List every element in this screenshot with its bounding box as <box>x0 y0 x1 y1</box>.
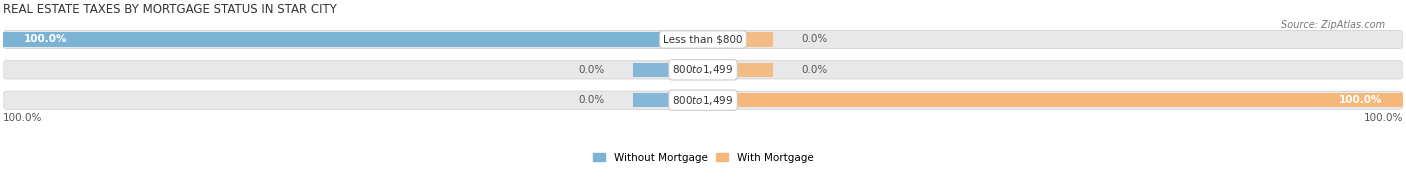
FancyBboxPatch shape <box>3 61 1403 79</box>
Text: 100.0%: 100.0% <box>3 113 42 123</box>
FancyBboxPatch shape <box>3 30 1403 49</box>
Text: $800 to $1,499: $800 to $1,499 <box>672 63 734 76</box>
Bar <box>703 63 773 77</box>
Bar <box>633 32 703 47</box>
Bar <box>3 32 703 47</box>
Bar <box>633 63 703 77</box>
Bar <box>703 93 1403 107</box>
Text: $800 to $1,499: $800 to $1,499 <box>672 94 734 107</box>
Bar <box>633 93 703 107</box>
Bar <box>703 93 773 107</box>
Legend: Without Mortgage, With Mortgage: Without Mortgage, With Mortgage <box>589 149 817 167</box>
Text: 0.0%: 0.0% <box>579 95 605 105</box>
Text: 100.0%: 100.0% <box>1339 95 1382 105</box>
Text: Less than $800: Less than $800 <box>664 34 742 44</box>
Text: REAL ESTATE TAXES BY MORTGAGE STATUS IN STAR CITY: REAL ESTATE TAXES BY MORTGAGE STATUS IN … <box>3 3 336 16</box>
Text: 0.0%: 0.0% <box>801 65 827 75</box>
Bar <box>703 32 773 47</box>
Text: 100.0%: 100.0% <box>1364 113 1403 123</box>
FancyBboxPatch shape <box>3 91 1403 109</box>
Text: Source: ZipAtlas.com: Source: ZipAtlas.com <box>1281 20 1385 30</box>
Text: 0.0%: 0.0% <box>801 34 827 44</box>
Text: 0.0%: 0.0% <box>579 65 605 75</box>
Text: 100.0%: 100.0% <box>24 34 67 44</box>
